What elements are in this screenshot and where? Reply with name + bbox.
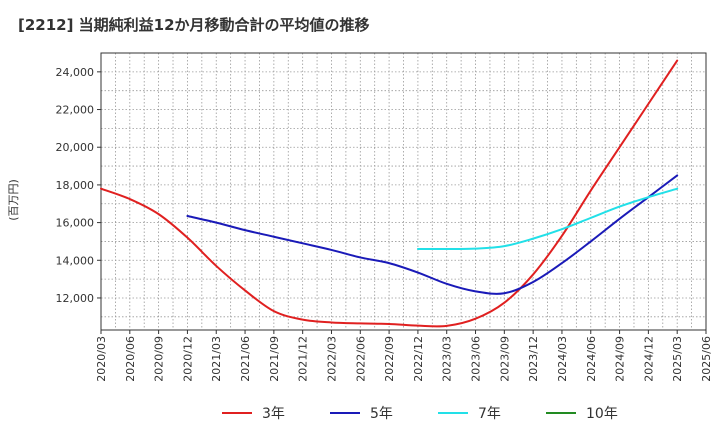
y-tick-label: 24,000: [56, 66, 95, 79]
x-tick-label: 2021/09: [268, 336, 281, 382]
grid: [101, 53, 706, 330]
y-tick-label: 14,000: [56, 254, 95, 267]
x-tick-label: 2023/09: [498, 336, 511, 382]
chart-title: [2212] 当期純利益12か月移動合計の平均値の推移: [18, 16, 370, 34]
y-axis-label: (百万円): [7, 179, 20, 221]
x-tick-label: 2021/06: [239, 336, 252, 382]
legend-label-0: 3年: [262, 406, 285, 422]
x-tick-label: 2023/12: [527, 336, 540, 382]
x-tick-label: 2021/03: [210, 336, 223, 382]
legend-label-1: 5年: [370, 406, 393, 422]
x-tick-label: 2025/06: [700, 336, 713, 382]
series-line-2: [416, 187, 679, 251]
x-tick-label: 2021/12: [297, 336, 310, 382]
series-lines: [100, 59, 679, 328]
x-tick-label: 2020/12: [181, 336, 194, 382]
series-line-1: [186, 174, 679, 295]
y-axis: 12,000 14,000 16,000 18,000 20,000 22,000 24,0…: [56, 66, 101, 305]
x-tick-label: 2022/03: [325, 336, 338, 382]
x-tick-label: 2020/09: [153, 336, 166, 382]
legend-label-3: 10年: [586, 406, 618, 422]
x-tick-label: 2020/06: [124, 336, 137, 382]
y-tick-label: 16,000: [56, 217, 95, 230]
x-tick-label: 2024/09: [614, 336, 627, 382]
x-tick-label: 2024/03: [556, 336, 569, 382]
legend-label-2: 7年: [478, 406, 501, 422]
x-tick-label: 2022/06: [354, 336, 367, 382]
plot-area-frame: [100, 52, 707, 331]
x-tick-label: 2023/03: [441, 336, 454, 382]
x-axis: 2020/03 2020/06 2020/09 2020/12 2021/03 2021/…: [95, 330, 713, 382]
y-tick-label: 12,000: [56, 292, 95, 305]
x-tick-label: 2022/12: [412, 336, 425, 382]
y-tick-label: 20,000: [56, 141, 95, 154]
y-tick-label: 22,000: [56, 104, 95, 117]
x-tick-label: 2025/03: [671, 336, 684, 382]
series-line-0: [100, 59, 679, 328]
x-tick-label: 2024/06: [585, 336, 598, 382]
x-tick-label: 2023/06: [470, 336, 483, 382]
x-tick-label: 2022/09: [383, 336, 396, 382]
x-tick-label: 2020/03: [95, 336, 108, 382]
legend: 3年 5年 7年 10年: [222, 406, 618, 422]
x-tick-label: 2024/12: [642, 336, 655, 382]
y-tick-label: 18,000: [56, 179, 95, 192]
